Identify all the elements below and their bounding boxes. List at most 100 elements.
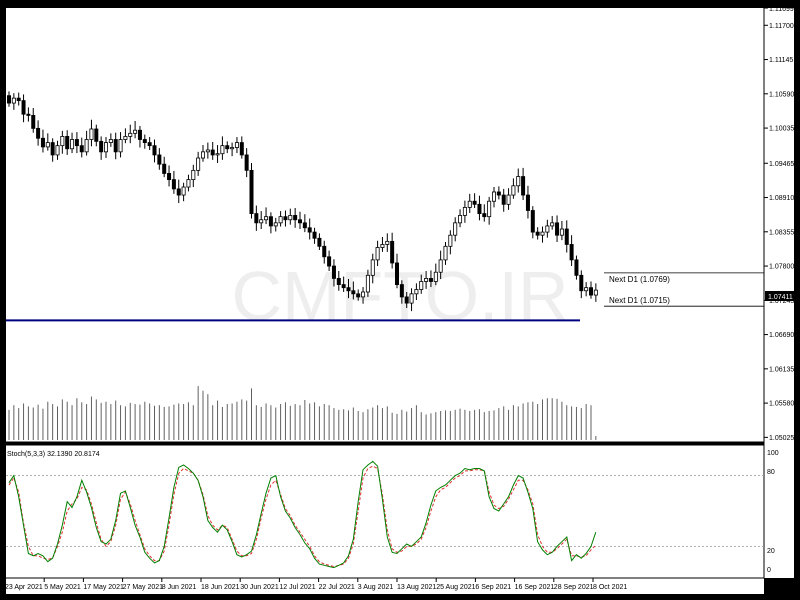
candlestick — [36, 120, 41, 146]
candlestick — [249, 162, 254, 219]
candlestick — [293, 208, 298, 228]
candlestick — [584, 282, 589, 297]
candlestick — [147, 137, 152, 150]
candlestick — [50, 138, 55, 162]
date-tick-label: 8 Oct 2021 — [593, 584, 627, 591]
candlestick — [317, 233, 322, 251]
price-tick-label: 1.11699 — [769, 6, 794, 13]
next-d1-upper-label: Next D1 (1.0769) — [609, 275, 670, 284]
candle-body — [424, 278, 429, 282]
candle-body — [593, 289, 598, 296]
candlestick — [346, 279, 351, 299]
candlestick — [574, 255, 579, 280]
candlestick — [254, 205, 259, 231]
candlestick — [162, 156, 167, 178]
candlestick — [21, 94, 26, 123]
candle-body — [36, 127, 41, 139]
candle-body — [94, 128, 99, 142]
candlestick — [487, 196, 492, 225]
candlestick — [113, 132, 118, 160]
candle-body — [428, 278, 433, 282]
stoch-signal-line — [8, 465, 597, 568]
current-price-label: 1.07411 — [768, 294, 793, 301]
candle-body — [312, 231, 317, 239]
candlestick — [477, 195, 482, 221]
candlestick — [472, 193, 477, 209]
candle-body — [26, 113, 31, 116]
candle-body — [550, 222, 555, 227]
candle-body — [317, 237, 322, 247]
candlestick — [385, 233, 390, 252]
candle-body — [525, 194, 530, 211]
candle-body — [60, 136, 65, 147]
candle-body — [230, 147, 235, 150]
candle-body — [555, 222, 560, 236]
candlestick — [414, 283, 419, 301]
candle-body — [118, 139, 123, 153]
candle-body — [133, 129, 138, 134]
candlestick — [312, 227, 317, 244]
stoch-level-0: 0 — [767, 567, 771, 574]
candlestick — [365, 269, 370, 297]
candlestick — [99, 136, 104, 160]
candlesticks — [7, 91, 598, 312]
candle-body — [482, 213, 487, 218]
candle-body — [297, 219, 302, 224]
candlestick — [123, 128, 128, 144]
candle-body — [341, 284, 346, 289]
candlestick — [525, 185, 530, 219]
price-tick-label: 1.07245 — [769, 298, 794, 305]
candle-body — [171, 179, 176, 190]
candle-body — [356, 293, 361, 298]
price-tick-label: 1.06135 — [769, 366, 794, 373]
candlestick — [167, 165, 172, 187]
candle-body — [191, 169, 196, 181]
price-tick-label: 1.09465 — [769, 161, 794, 168]
candle-body — [244, 154, 249, 171]
candle-body — [239, 142, 244, 156]
candlestick — [540, 226, 545, 243]
candlestick — [506, 188, 511, 210]
candlestick — [176, 179, 181, 204]
candle-body — [234, 142, 239, 148]
date-tick-label: 17 May 2021 — [83, 584, 124, 591]
candle-body — [380, 244, 385, 248]
candlestick — [545, 219, 550, 238]
candle-body — [394, 262, 399, 285]
candlestick — [511, 178, 516, 199]
candle-body — [535, 231, 540, 236]
date-tick-label: 23 Apr 2021 — [5, 584, 43, 591]
candlestick — [356, 289, 361, 301]
candle-body — [375, 247, 380, 261]
price-tick-label: 1.08910 — [769, 195, 794, 202]
price-axis: 1.11699 1.11700 1.11145 1.10590 1.10035 1.094… — [764, 6, 794, 442]
candlestick — [268, 212, 273, 234]
price-tick-label: 1.11700 — [769, 23, 794, 30]
candlestick — [137, 125, 142, 148]
price-tick-label: 1.08355 — [769, 229, 794, 236]
candlestick — [448, 230, 453, 255]
candle-body — [157, 154, 162, 165]
candle-body — [259, 219, 264, 224]
candlestick — [424, 270, 429, 289]
candle-body — [181, 186, 186, 196]
candle-body — [65, 136, 70, 150]
candlestick — [370, 253, 375, 284]
candle-body — [79, 145, 84, 153]
candlestick — [273, 217, 278, 232]
candle-body — [293, 215, 298, 221]
candle-body — [288, 215, 293, 221]
candle-body — [419, 281, 424, 290]
candle-body — [501, 194, 506, 205]
candle-body — [584, 287, 589, 292]
candle-body — [108, 139, 113, 143]
candle-body — [7, 95, 12, 104]
candle-body — [521, 176, 526, 196]
date-tick-label: 30 Jun 2021 — [240, 584, 279, 591]
date-tick-label: 18 Jun 2021 — [201, 584, 240, 591]
candlestick — [215, 145, 220, 163]
candlestick — [40, 129, 45, 153]
